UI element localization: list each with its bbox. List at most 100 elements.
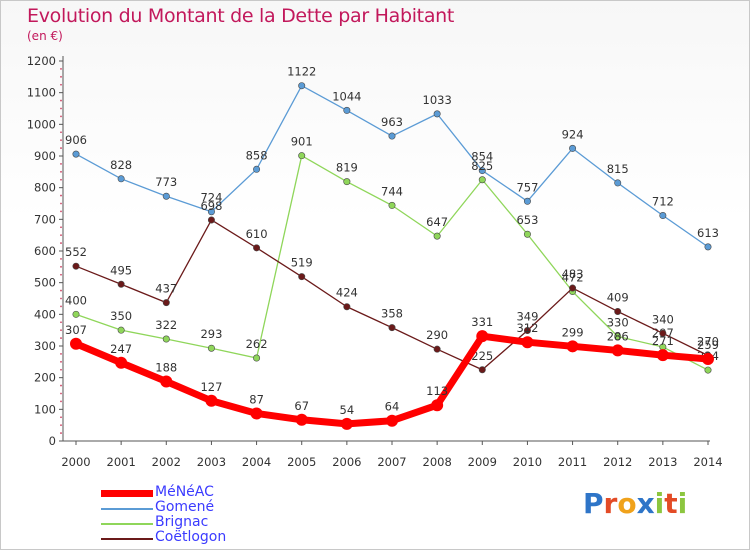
data-label: 424 xyxy=(336,286,358,300)
y-minor-tick xyxy=(60,234,62,237)
x-tick-label: 2006 xyxy=(332,455,361,469)
x-tick-label: 2001 xyxy=(107,455,136,469)
data-point xyxy=(614,307,622,315)
legend-swatch xyxy=(101,538,153,540)
data-label: 483 xyxy=(562,267,584,281)
data-label: 744 xyxy=(381,184,403,198)
y-minor-tick xyxy=(60,360,62,363)
series-Brignac: 4003503222932629018197446478256534723302… xyxy=(65,135,719,374)
x-tick-label: 2007 xyxy=(377,455,406,469)
data-label: 828 xyxy=(110,158,132,172)
data-point xyxy=(205,394,218,407)
data-label: 400 xyxy=(65,293,87,307)
data-point xyxy=(433,110,441,118)
y-tick-label: 300 xyxy=(34,339,56,353)
y-minor-tick xyxy=(60,321,62,324)
data-point xyxy=(162,335,170,343)
data-label: 54 xyxy=(340,403,355,417)
data-point xyxy=(702,352,714,365)
y-minor-tick xyxy=(60,392,62,395)
data-point xyxy=(521,336,534,349)
y-minor-tick xyxy=(60,353,62,355)
data-label: 64 xyxy=(385,400,400,414)
data-label: 1044 xyxy=(332,89,361,103)
data-label: 724 xyxy=(200,191,222,205)
data-point xyxy=(478,366,486,374)
chart-unit: (en €) xyxy=(27,29,63,43)
data-point xyxy=(72,310,80,318)
y-tick-label: 700 xyxy=(34,212,56,226)
data-label: 312 xyxy=(516,321,538,335)
data-point xyxy=(478,176,486,184)
logo-letter: x xyxy=(636,487,655,520)
legend-swatch xyxy=(101,523,153,525)
data-label: 113 xyxy=(426,384,448,398)
data-point xyxy=(253,165,261,173)
data-point xyxy=(115,356,128,369)
data-point xyxy=(614,332,622,340)
data-label: 613 xyxy=(697,226,719,240)
data-point xyxy=(704,366,712,374)
y-minor-tick xyxy=(60,170,62,173)
y-minor-tick xyxy=(60,99,62,102)
data-label: 495 xyxy=(110,263,132,277)
data-point xyxy=(388,132,396,140)
data-point xyxy=(250,407,263,420)
y-minor-tick xyxy=(60,107,62,110)
data-point xyxy=(566,340,579,353)
data-point xyxy=(72,150,80,158)
y-minor-tick xyxy=(60,147,62,149)
x-tick-label: 2002 xyxy=(152,455,181,469)
y-minor-tick xyxy=(60,265,62,268)
series-Gomené: 906 828 773 724 858 1122 1044 963 1033 854 757 924 8… xyxy=(65,65,719,251)
data-label: 1033 xyxy=(423,93,452,107)
data-label: 712 xyxy=(652,195,674,209)
data-label: 322 xyxy=(155,318,177,332)
data-label: 437 xyxy=(155,282,177,296)
data-label: 350 xyxy=(110,309,132,323)
data-label: 247 xyxy=(110,342,132,356)
data-point xyxy=(433,232,441,240)
data-point xyxy=(340,417,353,430)
y-minor-tick xyxy=(60,384,62,387)
data-point xyxy=(162,299,170,307)
data-point xyxy=(614,179,622,187)
data-label: 262 xyxy=(246,337,268,351)
data-label: 293 xyxy=(200,327,222,341)
data-point xyxy=(523,230,531,238)
data-label: 67 xyxy=(294,399,309,413)
data-point xyxy=(659,212,667,220)
data-label: 286 xyxy=(607,329,629,343)
data-label: 815 xyxy=(607,162,629,176)
y-tick-label: 600 xyxy=(34,244,56,258)
y-minor-tick xyxy=(60,210,62,213)
data-point xyxy=(388,324,396,332)
data-label: 653 xyxy=(516,213,538,227)
data-point xyxy=(386,414,398,427)
data-label: 854 xyxy=(471,150,493,164)
data-label: 87 xyxy=(249,392,264,406)
x-tick-label: 2005 xyxy=(287,455,316,469)
y-tick-label: 1000 xyxy=(27,117,56,131)
data-label: 188 xyxy=(155,360,177,374)
data-label: 698 xyxy=(200,199,222,213)
y-minor-tick xyxy=(60,305,62,308)
x-tick-label: 2010 xyxy=(513,455,542,469)
data-label: 825 xyxy=(471,159,493,173)
data-point xyxy=(72,262,80,270)
data-label: 906 xyxy=(65,133,87,147)
y-minor-tick xyxy=(60,400,62,403)
data-point xyxy=(343,303,351,311)
data-point xyxy=(343,106,351,114)
y-minor-tick xyxy=(60,368,62,371)
data-point xyxy=(253,354,261,362)
data-label: 757 xyxy=(516,180,538,194)
data-label: 331 xyxy=(471,315,493,329)
data-label: 552 xyxy=(65,245,87,259)
y-minor-tick xyxy=(60,242,62,244)
y-minor-tick xyxy=(60,139,62,142)
y-minor-tick xyxy=(60,83,62,86)
data-point xyxy=(569,284,577,292)
logo-letter: r xyxy=(603,487,618,520)
data-label: 647 xyxy=(426,215,448,229)
